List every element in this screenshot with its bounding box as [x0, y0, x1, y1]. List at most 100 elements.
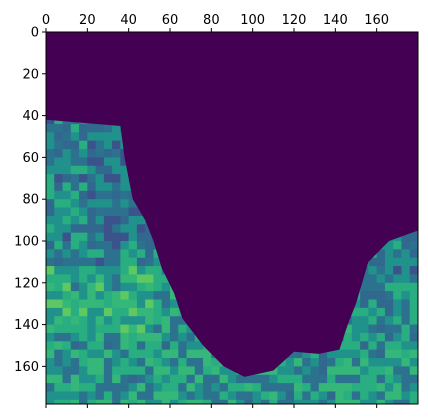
- heatmap-cell: [161, 299, 171, 309]
- heatmap-cell: [252, 383, 262, 392]
- heatmap-cell: [161, 332, 171, 342]
- heatmap-cell: [62, 274, 72, 284]
- plot-frame: [45, 31, 419, 405]
- heatmap-cell: [54, 149, 64, 158]
- heatmap-cell: [393, 266, 402, 275]
- heatmap-cell: [136, 383, 146, 392]
- heatmap-cell: [54, 291, 64, 301]
- heatmap-cell: [145, 299, 154, 309]
- heatmap-cell: [79, 299, 88, 309]
- heatmap-cell: [393, 299, 402, 309]
- heatmap-cell: [62, 399, 72, 404]
- heatmap-cell: [136, 366, 146, 376]
- y-tick-label: 120: [14, 276, 39, 291]
- heatmap-cell: [120, 349, 130, 359]
- heatmap-cell: [46, 174, 55, 183]
- heatmap-cell: [103, 174, 113, 183]
- heatmap-cell: [170, 324, 179, 334]
- heatmap-cell: [376, 324, 386, 334]
- y-tick-label: 80: [22, 193, 39, 208]
- heatmap-cell: [79, 399, 88, 404]
- heatmap-cell: [203, 374, 212, 384]
- heatmap-cell: [393, 349, 402, 359]
- y-tick-label: 160: [14, 360, 39, 375]
- heatmap-cell: [79, 174, 88, 183]
- heatmap-cell: [409, 316, 418, 326]
- heatmap-cell: [318, 358, 328, 367]
- heatmap-cell: [368, 274, 378, 284]
- heatmap-cell: [170, 391, 179, 401]
- heatmap-cell: [95, 374, 105, 384]
- heatmap-cell: [103, 291, 113, 301]
- heatmap-cell: [153, 374, 163, 384]
- heatmap-cell: [70, 358, 80, 367]
- heatmap-cell: [87, 224, 97, 234]
- heatmap-cell: [112, 341, 121, 351]
- heatmap-cell: [401, 399, 411, 404]
- heatmap-cell: [79, 182, 88, 192]
- heatmap-cell: [351, 399, 361, 404]
- heatmap-cell: [79, 257, 88, 267]
- heatmap-cell: [112, 349, 121, 359]
- heatmap-cell: [294, 399, 303, 404]
- heatmap-cell: [401, 383, 411, 392]
- heatmap-cell: [203, 399, 212, 404]
- heatmap-cell: [103, 282, 113, 292]
- heatmap-cell: [95, 140, 105, 150]
- heatmap-cell: [128, 358, 138, 367]
- heatmap-cell: [136, 274, 146, 284]
- heatmap-cell: [62, 132, 72, 142]
- heatmap-cell: [62, 240, 72, 250]
- heatmap-cell: [244, 383, 254, 392]
- heatmap-cell: [62, 249, 72, 259]
- heatmap-cell: [70, 349, 80, 359]
- heatmap-cell: [87, 399, 97, 404]
- heatmap-cell: [120, 316, 130, 326]
- heatmap-cell: [112, 207, 121, 217]
- heatmap-cell: [351, 307, 361, 317]
- heatmap-cell: [95, 299, 105, 309]
- heatmap-cell: [54, 274, 64, 284]
- heatmap-cell: [153, 316, 163, 326]
- heatmap-cell: [318, 391, 328, 401]
- heatmap-cell: [219, 399, 229, 404]
- heatmap-cell: [170, 307, 179, 317]
- heatmap-cell: [103, 299, 113, 309]
- heatmap-cell: [170, 291, 179, 301]
- heatmap-cell: [95, 274, 105, 284]
- heatmap-cell: [360, 391, 369, 401]
- heatmap-cell: [62, 140, 72, 150]
- heatmap-cell: [252, 374, 262, 384]
- heatmap-cell: [70, 257, 80, 267]
- heatmap-cell: [384, 266, 394, 275]
- heatmap-cell: [54, 349, 64, 359]
- heatmap-cell: [145, 249, 154, 259]
- heatmap-cell: [128, 207, 138, 217]
- heatmap-cell: [153, 274, 163, 284]
- heatmap-cell: [46, 257, 55, 267]
- heatmap-cell: [95, 123, 105, 133]
- heatmap-cell: [269, 391, 278, 401]
- heatmap-cell: [136, 349, 146, 359]
- heatmap-cell: [343, 399, 353, 404]
- heatmap-cell: [120, 291, 130, 301]
- heatmap-cell: [136, 249, 146, 259]
- heatmap-cell: [95, 349, 105, 359]
- heatmap-cell: [70, 215, 80, 225]
- heatmap-cell: [46, 199, 55, 209]
- heatmap-cell: [384, 332, 394, 342]
- heatmap-cell: [393, 391, 402, 401]
- heatmap-cell: [351, 299, 361, 309]
- heatmap-cell: [70, 174, 80, 183]
- heatmap-cell: [62, 332, 72, 342]
- heatmap-cell: [401, 358, 411, 367]
- heatmap-cell: [302, 374, 312, 384]
- heatmap-cell: [376, 391, 386, 401]
- heatmap-cell: [79, 215, 88, 225]
- heatmap-cell: [227, 383, 237, 392]
- heatmap-cell: [178, 391, 188, 401]
- heatmap-cell: [409, 307, 418, 317]
- heatmap-cell: [112, 274, 121, 284]
- heatmap-cell: [384, 341, 394, 351]
- heatmap-cell: [128, 349, 138, 359]
